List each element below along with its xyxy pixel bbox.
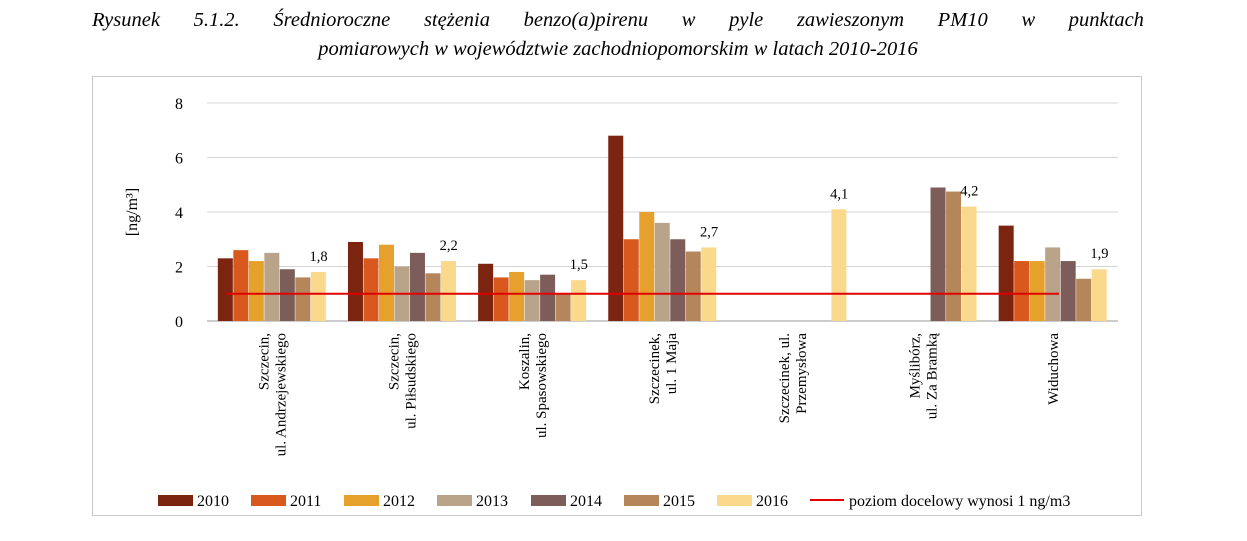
bar-2016 bbox=[1091, 269, 1107, 321]
data-label: 2,2 bbox=[440, 238, 458, 254]
category-label: Szczecin, bbox=[257, 333, 273, 390]
category-label: ul. 1 Maja bbox=[664, 333, 680, 395]
bar-2016 bbox=[571, 280, 587, 321]
bar-2014 bbox=[930, 187, 946, 321]
category-label: ul. Za Bramką bbox=[924, 333, 940, 420]
data-label: 1,9 bbox=[1090, 246, 1108, 262]
bar-2014 bbox=[409, 252, 425, 321]
legend-swatch-2015 bbox=[624, 495, 659, 506]
caption-word: stężenia bbox=[423, 9, 490, 31]
legend-label: 2013 bbox=[476, 493, 508, 510]
bar-2014 bbox=[1060, 261, 1076, 321]
category-label: ul. Spasowskiego bbox=[534, 333, 550, 438]
bar-2012 bbox=[378, 244, 394, 321]
category-label: Koszalin, bbox=[517, 333, 533, 390]
legend-label: 2010 bbox=[197, 493, 229, 510]
bar-2011 bbox=[623, 239, 639, 321]
bar-2010 bbox=[478, 263, 494, 321]
bar-2013 bbox=[264, 252, 280, 321]
category-label: Widuchowa bbox=[1046, 333, 1062, 405]
bar-2012 bbox=[639, 212, 655, 321]
caption-word: Średnioroczne bbox=[273, 9, 391, 31]
category-label: Szczecinek, bbox=[647, 333, 663, 404]
bar-2014 bbox=[279, 269, 295, 321]
caption-word: zawieszonym bbox=[796, 9, 905, 31]
caption-word: w bbox=[681, 9, 696, 31]
bar-2010 bbox=[347, 241, 363, 321]
bar-2015 bbox=[946, 191, 962, 321]
bar-2016 bbox=[831, 209, 847, 321]
bar-2015 bbox=[555, 293, 571, 321]
y-tick-label: 8 bbox=[175, 96, 183, 113]
bar-2010 bbox=[217, 258, 233, 321]
legend-swatch-2012 bbox=[344, 495, 379, 506]
bar-2015 bbox=[685, 251, 701, 321]
chart-frame bbox=[92, 76, 1142, 516]
legend-label: poziom docelowy wynosi 1 ng/m3 bbox=[849, 493, 1070, 510]
bar-2011 bbox=[493, 277, 509, 321]
bar-2012 bbox=[1029, 261, 1045, 321]
data-label: 4,1 bbox=[830, 186, 848, 202]
bar-2015 bbox=[425, 273, 441, 321]
caption-word: 5.1.2. bbox=[193, 9, 240, 31]
bar-2016 bbox=[961, 206, 977, 321]
bar-2012 bbox=[509, 271, 525, 321]
y-tick-label: 4 bbox=[175, 205, 183, 222]
bar-2014 bbox=[540, 274, 556, 321]
data-label: 1,5 bbox=[570, 257, 588, 273]
data-label: 1,8 bbox=[310, 249, 328, 265]
caption-word: punktach bbox=[1068, 9, 1144, 31]
legend-label: 2016 bbox=[756, 493, 788, 510]
category-label: Szczecinek, ul. bbox=[777, 333, 793, 423]
bar-2016 bbox=[701, 247, 717, 321]
bar-2013 bbox=[524, 280, 540, 321]
category-label: Szczecin, bbox=[387, 333, 403, 390]
bar-2010 bbox=[998, 225, 1014, 321]
legend-swatch-2010 bbox=[158, 495, 193, 506]
caption-line-1: Rysunek 5.1.2. Średnioroczne stężenia benzo(… bbox=[92, 6, 1144, 35]
bar-2011 bbox=[233, 250, 249, 321]
bar-2015 bbox=[295, 277, 311, 321]
legend-swatch-2014 bbox=[531, 495, 566, 506]
caption-word: w bbox=[1021, 9, 1036, 31]
caption-word: benzo(a)pirenu bbox=[523, 9, 649, 31]
legend-swatch-2013 bbox=[437, 495, 472, 506]
y-tick-label: 6 bbox=[175, 151, 183, 168]
bar-2011 bbox=[1014, 261, 1030, 321]
legend-label: 2014 bbox=[570, 493, 602, 510]
category-label: ul. Andrzejewskiego bbox=[274, 333, 290, 456]
caption-word: pyle bbox=[729, 9, 764, 31]
legend-swatch-2011 bbox=[251, 495, 286, 506]
figure-caption: Rysunek 5.1.2. Średnioroczne stężenia benzo(… bbox=[92, 6, 1144, 64]
bar-2016 bbox=[310, 271, 326, 321]
bar-2014 bbox=[670, 239, 686, 321]
caption-line-2: pomiarowych w województwie zachodniopomo… bbox=[318, 38, 918, 60]
y-tick-label: 0 bbox=[175, 314, 183, 331]
bar-2012 bbox=[248, 261, 264, 321]
data-label: 2,7 bbox=[700, 224, 718, 240]
caption-word: PM10 bbox=[937, 9, 988, 31]
bar-2013 bbox=[1045, 247, 1061, 321]
y-axis-label: [ng/m³] bbox=[124, 188, 141, 236]
legend-label: 2011 bbox=[290, 493, 321, 510]
data-label: 4,2 bbox=[960, 184, 978, 200]
bar-2011 bbox=[363, 258, 379, 321]
category-label: ul. Piłsudskiego bbox=[404, 333, 420, 429]
bar-2016 bbox=[440, 261, 456, 321]
bar-2013 bbox=[654, 222, 670, 321]
category-label: Przemysłowa bbox=[794, 333, 810, 414]
legend-swatch-2016 bbox=[717, 495, 752, 506]
legend-label: 2015 bbox=[663, 493, 695, 510]
category-label: Myślibórz, bbox=[907, 333, 923, 398]
legend-label: 2012 bbox=[383, 493, 415, 510]
bar-2015 bbox=[1076, 278, 1092, 321]
y-tick-label: 2 bbox=[175, 260, 183, 277]
bar-2010 bbox=[608, 135, 624, 321]
caption-word: Rysunek bbox=[92, 9, 160, 31]
